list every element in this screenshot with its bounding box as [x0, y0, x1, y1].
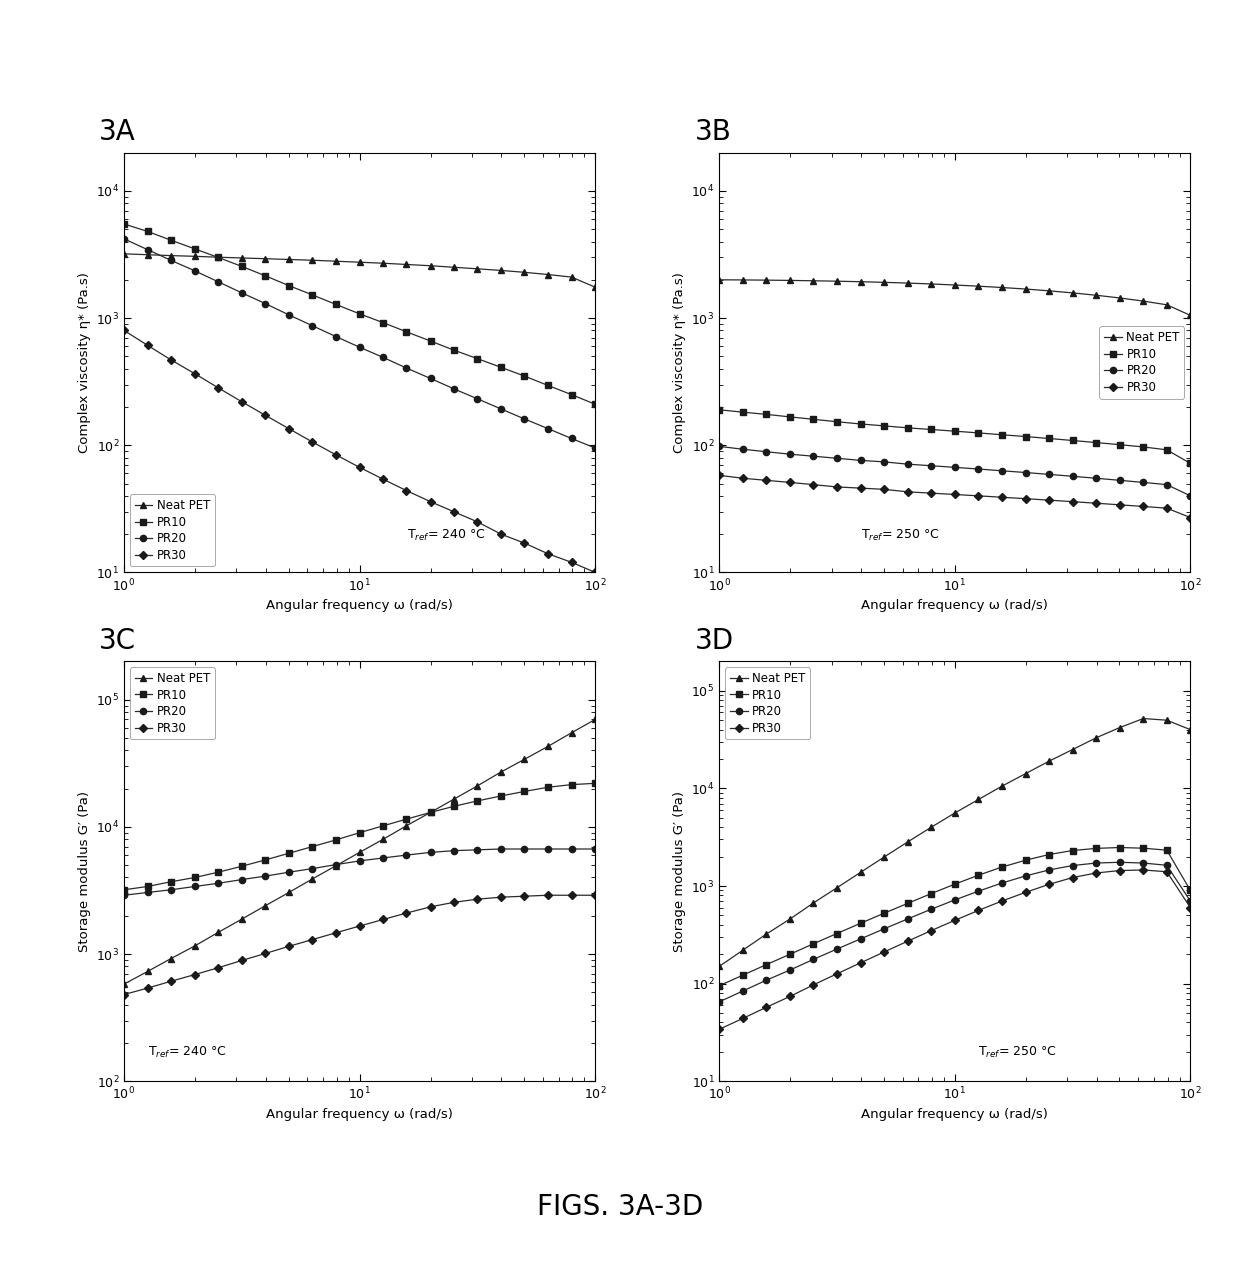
Text: 3C: 3C	[99, 627, 136, 655]
Y-axis label: Storage modulus G′ (Pa): Storage modulus G′ (Pa)	[78, 791, 91, 951]
Text: T$_{ref}$= 250 °C: T$_{ref}$= 250 °C	[861, 528, 940, 543]
Legend: Neat PET, PR10, PR20, PR30: Neat PET, PR10, PR20, PR30	[130, 495, 216, 566]
Legend: Neat PET, PR10, PR20, PR30: Neat PET, PR10, PR20, PR30	[725, 668, 811, 739]
Y-axis label: Complex viscosity η* (Pa.s): Complex viscosity η* (Pa.s)	[78, 272, 91, 453]
Text: FIGS. 3A-3D: FIGS. 3A-3D	[537, 1193, 703, 1221]
Text: T$_{ref}$= 240 °C: T$_{ref}$= 240 °C	[407, 528, 486, 543]
X-axis label: Angular frequency ω (rad/s): Angular frequency ω (rad/s)	[862, 1108, 1048, 1121]
X-axis label: Angular frequency ω (rad/s): Angular frequency ω (rad/s)	[267, 599, 453, 612]
Text: 3D: 3D	[694, 627, 734, 655]
Text: T$_{ref}$= 240 °C: T$_{ref}$= 240 °C	[148, 1046, 227, 1061]
Text: T$_{ref}$= 250 °C: T$_{ref}$= 250 °C	[978, 1046, 1058, 1061]
Text: 3A: 3A	[99, 118, 136, 146]
X-axis label: Angular frequency ω (rad/s): Angular frequency ω (rad/s)	[267, 1108, 453, 1121]
Y-axis label: Complex viscosity η* (Pa.s): Complex viscosity η* (Pa.s)	[673, 272, 686, 453]
X-axis label: Angular frequency ω (rad/s): Angular frequency ω (rad/s)	[862, 599, 1048, 612]
Legend: Neat PET, PR10, PR20, PR30: Neat PET, PR10, PR20, PR30	[130, 668, 216, 739]
Y-axis label: Storage modulus G′ (Pa): Storage modulus G′ (Pa)	[673, 791, 686, 951]
Text: 3B: 3B	[694, 118, 732, 146]
Legend: Neat PET, PR10, PR20, PR30: Neat PET, PR10, PR20, PR30	[1099, 327, 1184, 398]
